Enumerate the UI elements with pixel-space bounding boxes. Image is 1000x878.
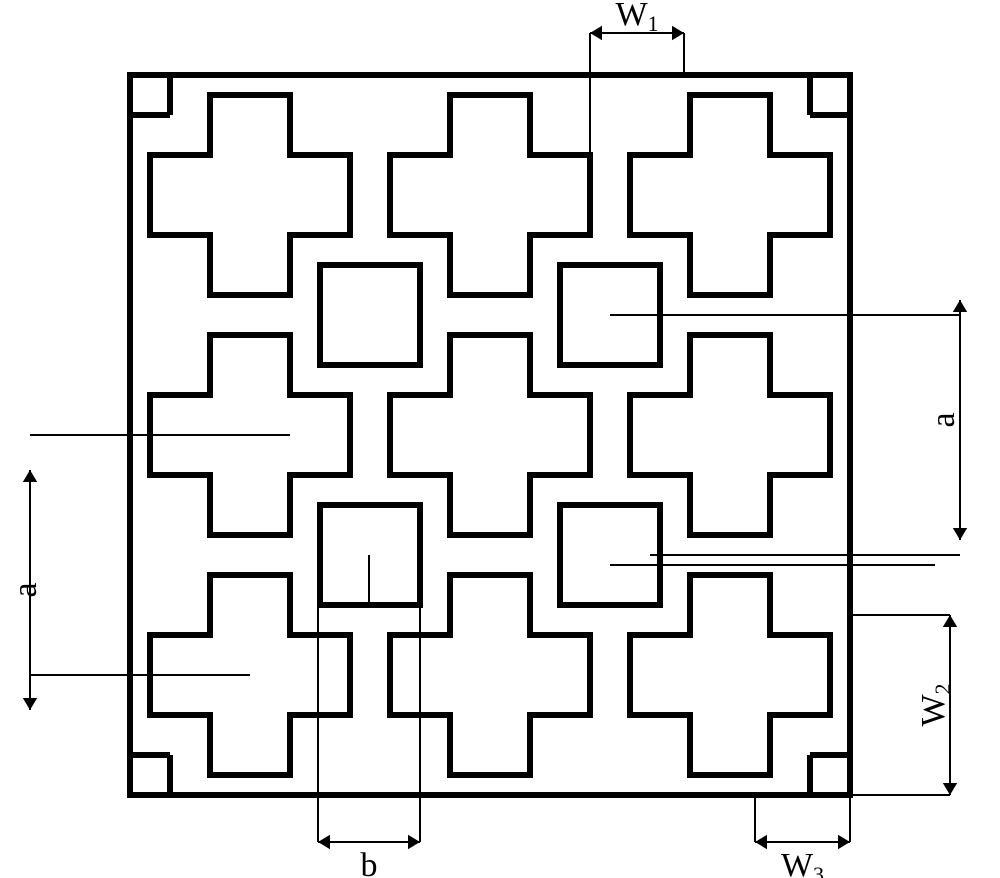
arrowhead bbox=[23, 470, 37, 482]
arrowhead bbox=[755, 835, 767, 849]
dim-w1-label: W1 bbox=[615, 0, 658, 36]
arrowhead bbox=[953, 528, 967, 540]
corner-notch-br bbox=[810, 755, 850, 795]
arrowhead bbox=[672, 26, 684, 40]
arrowhead bbox=[838, 835, 850, 849]
corner-notch-tl bbox=[130, 75, 170, 115]
corner-notch-tr bbox=[810, 75, 850, 115]
dim-w3-label: W3 bbox=[781, 847, 824, 878]
arrowhead bbox=[943, 783, 957, 795]
arrowhead bbox=[408, 835, 420, 849]
inner-square-1-1 bbox=[560, 505, 660, 605]
dim-w2-label: W2 bbox=[915, 683, 955, 726]
dim-b-label: b bbox=[361, 847, 378, 878]
corner-notch-bl bbox=[130, 755, 170, 795]
dim-a-right-label: a bbox=[925, 412, 962, 427]
inner-square-0-0 bbox=[320, 265, 420, 365]
arrowhead bbox=[23, 698, 37, 710]
arrowhead bbox=[953, 300, 967, 312]
dim-a-left-label: a bbox=[7, 582, 44, 597]
arrowhead bbox=[590, 26, 602, 40]
arrowhead bbox=[943, 615, 957, 627]
arrowhead bbox=[318, 835, 330, 849]
